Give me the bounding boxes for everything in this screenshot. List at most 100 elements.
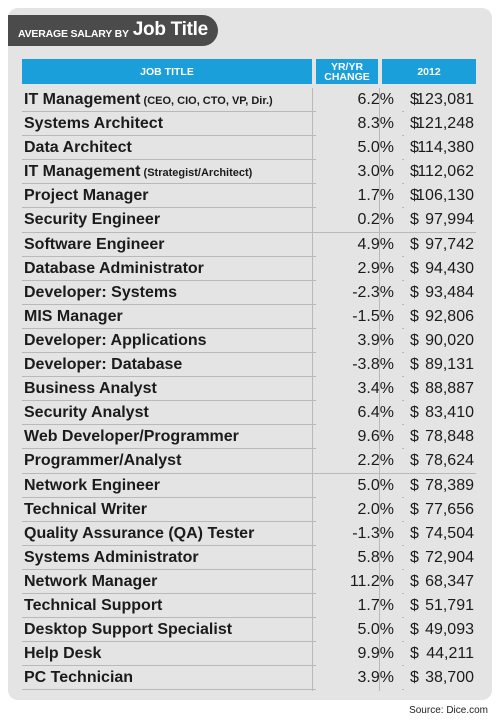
job-title-note-text: (CEO, CIO, CTO, VP, Dir.) — [143, 95, 273, 107]
change-cell: 2.0% — [316, 497, 402, 522]
salary-amount: 72,904 — [425, 548, 474, 566]
job-title: Developer: Applications — [24, 331, 207, 349]
salary-cell: $89,131 — [404, 353, 476, 378]
job-title: Software Engineer — [24, 235, 165, 253]
job-title-cell: Security Analyst — [22, 401, 314, 425]
table-row: Security Analyst 6.4% $83,410 — [22, 401, 476, 426]
salary-cell: $112,062 — [404, 160, 476, 185]
table-row: Developer: Database -3.8% $89,131 — [22, 353, 476, 378]
salary-cell: $83,410 — [404, 401, 476, 426]
salary-currency: $ — [410, 428, 419, 446]
table-row: Business Analyst 3.4% $88,887 — [22, 377, 476, 402]
salary-amount: 44,211 — [426, 645, 474, 663]
salary-cell: $88,887 — [404, 377, 476, 402]
salary-amount: 112,062 — [417, 163, 474, 181]
salary-currency: $ — [410, 139, 419, 157]
salary-table: IT Management (CEO, CIO, CTO, VP, Dir.) 6… — [22, 88, 476, 691]
salary-amount: 97,994 — [425, 211, 474, 229]
change-cell: 3.0% — [316, 160, 402, 185]
salary-cell: $51,791 — [404, 593, 476, 618]
change-cell: 8.3% — [316, 112, 402, 137]
change-cell: 2.2% — [316, 449, 402, 474]
table-row: Developer: Systems -2.3% $93,484 — [22, 280, 476, 305]
table-row: Developer: Applications 3.9% $90,020 — [22, 328, 476, 354]
salary-currency: $ — [410, 91, 419, 108]
table-row: Project Manager 1.7% $106,130 — [22, 184, 476, 209]
job-title-cell: Technical Support — [22, 594, 314, 618]
salary-cell: $92,806 — [404, 304, 476, 329]
table-row: PC Technician 3.9% $38,700 — [22, 666, 476, 691]
salary-currency: $ — [410, 572, 419, 590]
salary-amount: 90,020 — [425, 331, 474, 349]
header-change-line2: CHANGE — [324, 70, 370, 83]
job-title: PC Technician — [24, 669, 134, 687]
job-title: Business Analyst — [24, 380, 157, 398]
salary-amount: 77,656 — [425, 500, 474, 518]
header-change-line1: YR/YR — [330, 60, 364, 73]
job-title-cell: Software Engineer — [22, 233, 314, 257]
salary-currency: $ — [410, 452, 419, 470]
job-title: Security Analyst — [24, 404, 149, 422]
salary-currency: $ — [410, 669, 419, 687]
change-cell: 6.4% — [316, 401, 402, 426]
table-row: Desktop Support Specialist 5.0% $49,093 — [22, 618, 476, 643]
change-cell: 1.7% — [316, 593, 402, 618]
salary-cell: $114,380 — [404, 136, 476, 161]
job-title: Web Developer/Programmer — [24, 428, 239, 446]
salary-amount: 89,131 — [425, 356, 474, 374]
salary-cell: $49,093 — [404, 618, 476, 643]
salary-currency: $ — [410, 548, 419, 566]
job-title-cell: Business Analyst — [22, 377, 314, 401]
job-title-cell: Technical Writer — [22, 498, 314, 522]
table-row: Network Manager 11.2% $68,347 — [22, 569, 476, 594]
job-title: Systems Architect — [24, 115, 164, 133]
salary-amount: 78,624 — [425, 452, 474, 470]
change-cell: 5.0% — [316, 618, 402, 643]
table-row: Network Engineer 5.0% $78,389 — [22, 473, 476, 498]
salary-currency: $ — [410, 476, 419, 494]
change-cell: 5.0% — [316, 136, 402, 161]
table-row: Systems Administrator 5.8% $72,904 — [22, 545, 476, 570]
salary-amount: 68,347 — [425, 572, 474, 590]
table-row: Database Administrator 2.9% $94,430 — [22, 256, 476, 281]
salary-amount: 114,380 — [417, 139, 474, 157]
salary-cell: $74,504 — [404, 521, 476, 546]
salary-amount: 49,093 — [425, 621, 474, 639]
header-change: YR/YR CHANGE — [316, 59, 378, 84]
job-title-cell: Quality Assurance (QA) Tester — [22, 522, 314, 546]
salary-cell: $121,248 — [404, 112, 476, 137]
title-banner: AVERAGE SALARY BY Job Title — [8, 15, 218, 46]
source-note: Source: Dice.com — [409, 705, 488, 716]
job-title-cell: IT Management (CEO, CIO, CTO, VP, Dir.) — [22, 88, 314, 112]
salary-cell: $93,484 — [404, 280, 476, 305]
salary-currency: $ — [410, 187, 419, 205]
table-row: Systems Architect 8.3% $121,248 — [22, 112, 476, 137]
job-title: Desktop Support Specialist — [24, 621, 233, 639]
table-row: MIS Manager -1.5% $92,806 — [22, 304, 476, 329]
salary-cell: $97,742 — [404, 232, 476, 257]
salary-currency: $ — [410, 235, 419, 253]
title-prefix: AVERAGE SALARY BY — [18, 28, 129, 40]
salary-cell: $44,211 — [404, 642, 476, 667]
table-row: Data Architect 5.0% $114,380 — [22, 136, 476, 161]
salary-currency: $ — [410, 621, 419, 639]
change-cell: 9.6% — [316, 425, 402, 450]
job-title: Quality Assurance (QA) Tester — [24, 524, 255, 542]
table-row: Technical Support 1.7% $51,791 — [22, 593, 476, 619]
salary-cell: $90,020 — [404, 328, 476, 353]
change-cell: 5.0% — [316, 473, 402, 498]
change-cell: -1.5% — [316, 304, 402, 329]
table-row: Programmer/Analyst 2.2% $78,624 — [22, 449, 476, 474]
job-title-cell: Programmer/Analyst — [22, 449, 314, 473]
salary-amount: 94,430 — [425, 259, 474, 277]
salary-amount: 78,848 — [425, 428, 474, 446]
change-cell: 4.9% — [316, 232, 402, 257]
job-title-cell: Help Desk — [22, 642, 314, 666]
salary-currency: $ — [410, 404, 419, 422]
header-job-title: JOB TITLE — [22, 59, 312, 84]
job-title-note-text: (Strategist/Architect) — [143, 167, 253, 180]
job-title: Project Manager — [24, 187, 149, 205]
column-divider — [312, 88, 313, 691]
salary-currency: $ — [410, 356, 419, 374]
salary-cell: $77,656 — [404, 497, 476, 522]
